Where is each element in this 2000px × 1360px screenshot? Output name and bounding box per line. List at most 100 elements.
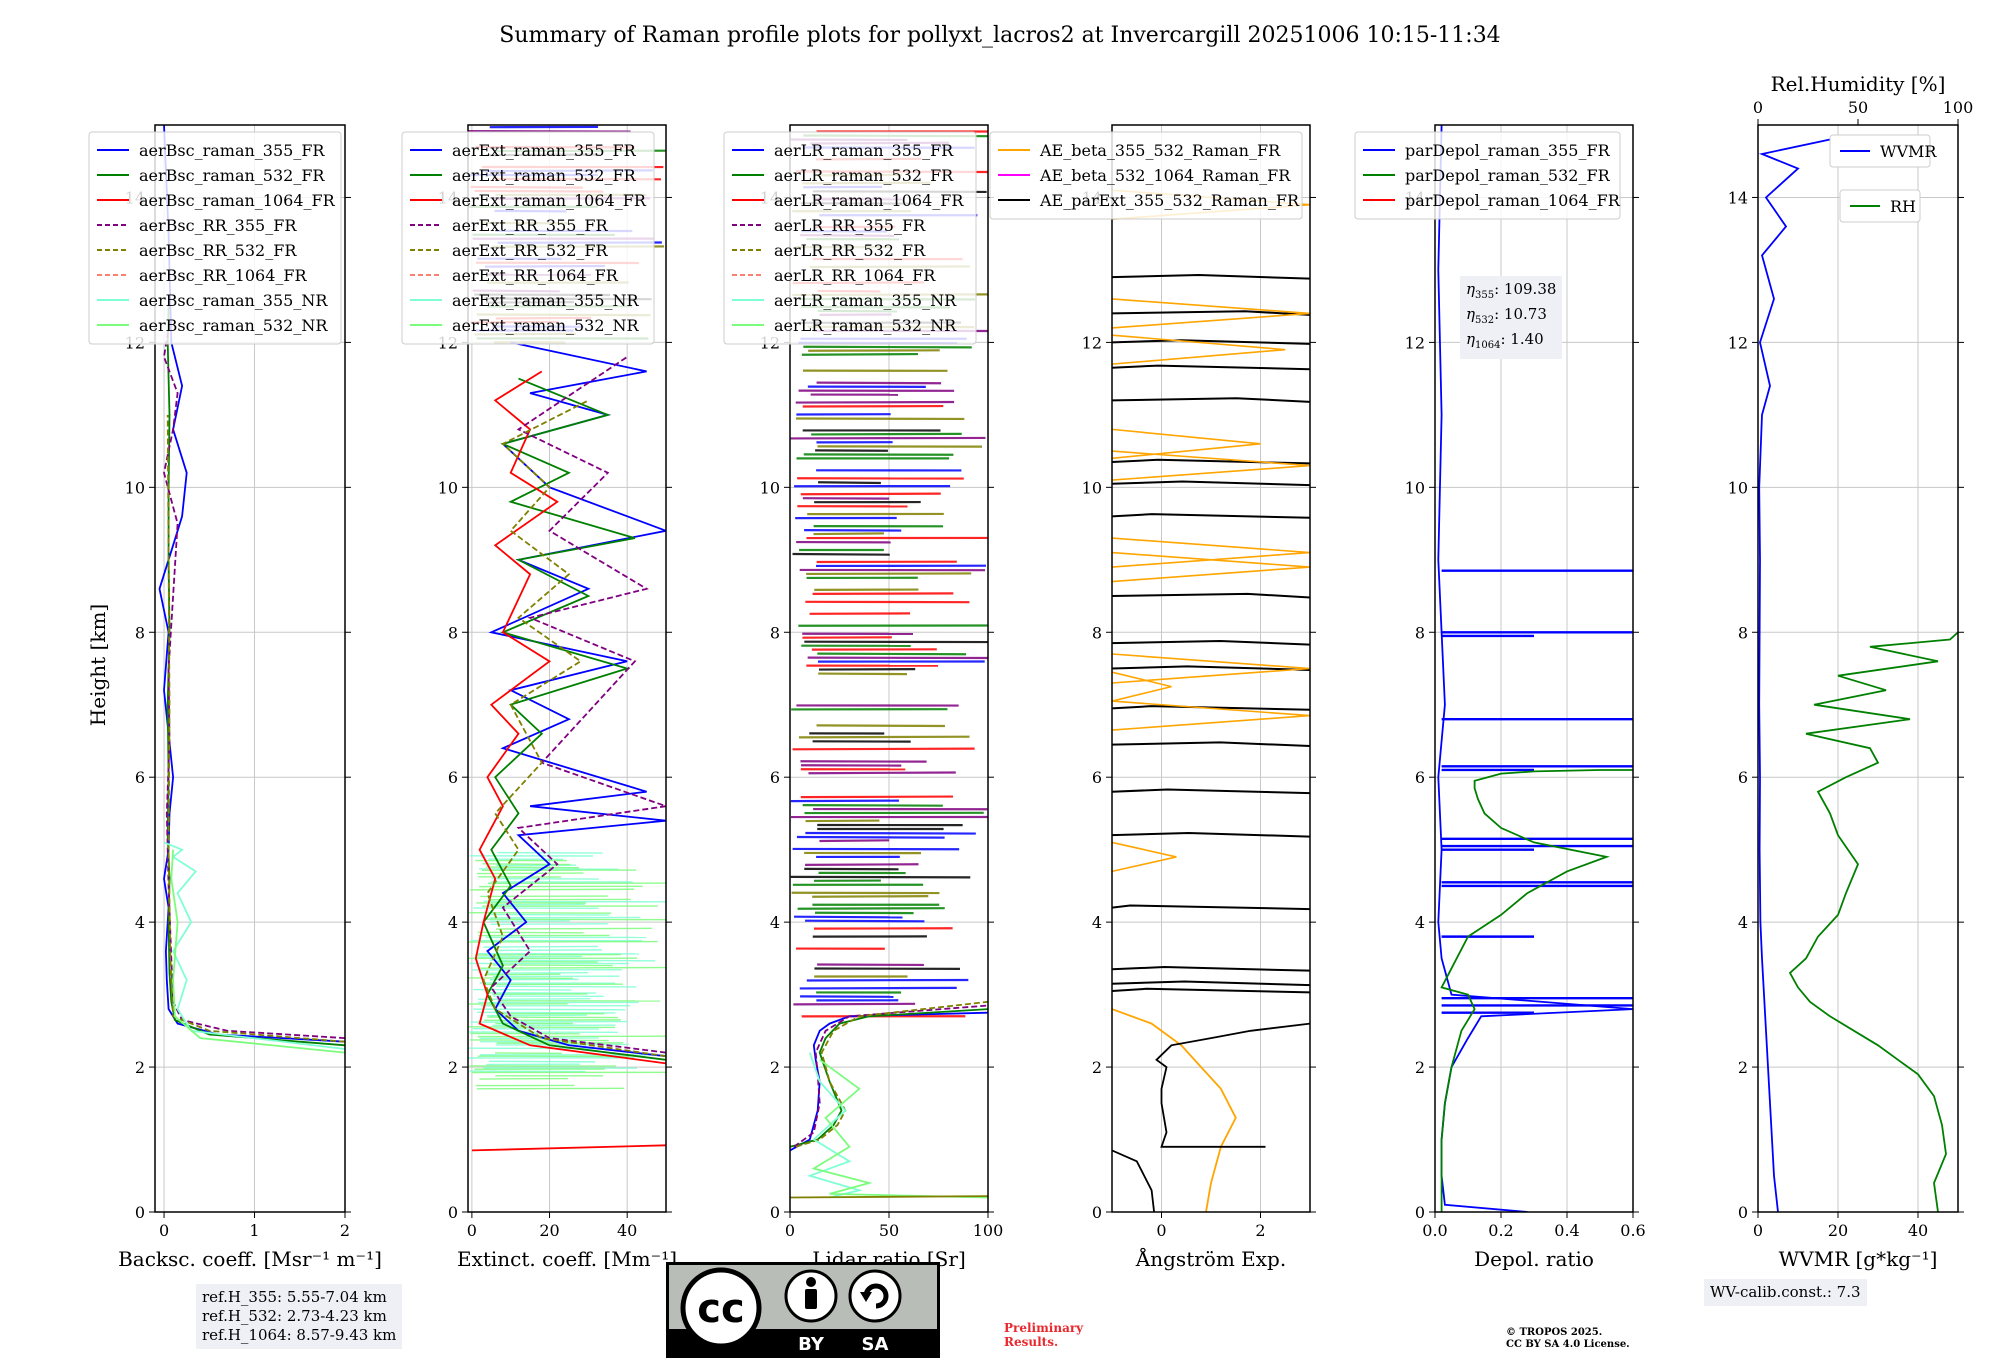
y-tick-label: 8 xyxy=(135,623,145,642)
noise-line xyxy=(797,907,945,910)
noise-line xyxy=(473,1008,626,1011)
noise-line xyxy=(478,997,591,1001)
panels: 01202468101214Backsc. coeff. [Msr⁻¹ m⁻¹]… xyxy=(88,72,1973,1271)
noise-line xyxy=(806,978,969,982)
y-tick-label: 0 xyxy=(1415,1203,1425,1222)
noise-line xyxy=(490,913,610,916)
panel-lr: 05010002468101214Lidar ratio [Sr]aerLR_r… xyxy=(723,124,1003,1271)
legend: aerExt_raman_355_FR aerExt_raman_532_FRae… xyxy=(401,131,655,345)
noise-line xyxy=(477,931,584,934)
series-aerExt_raman_532_FR xyxy=(482,377,666,1061)
noise-line xyxy=(819,839,890,843)
noise-line xyxy=(790,875,971,879)
legend-label-aerExt_raman_532_NR: aerExt_raman_532_NR xyxy=(452,316,640,335)
ae-black-segment-14 xyxy=(1112,397,1310,403)
legend-label-aerLR_raman_532_FR: aerLR_raman_532_FR xyxy=(774,166,954,185)
legend-box xyxy=(88,131,342,345)
x-axis-label: WVMR [g*kg⁻¹] xyxy=(1779,1247,1938,1271)
y-tick-label: 6 xyxy=(770,768,780,787)
series-parDepol_raman_532_FR xyxy=(1440,769,1633,1212)
panel-ext: 0204002468101214Extinct. coeff. [Mm⁻¹]ae… xyxy=(401,124,677,1271)
y-tick-label: 0 xyxy=(1092,1203,1102,1222)
noise-line xyxy=(490,923,608,926)
legend-label-AE_parExt_355_532_Raman_FR: AE_parExt_355_532_Raman_FR xyxy=(1039,191,1300,210)
noise-line xyxy=(794,915,903,919)
plot-frame xyxy=(1111,124,1311,1213)
x-tick-label: 20 xyxy=(1828,1221,1848,1240)
noise-line xyxy=(805,863,919,866)
plot-frame xyxy=(154,124,346,1213)
y-tick-label: 4 xyxy=(1092,913,1102,932)
y-tick-label: 8 xyxy=(1092,623,1102,642)
legend-label-aerBsc_raman_1064_FR: aerBsc_raman_1064_FR xyxy=(139,191,336,210)
ae-orange-segment-2 xyxy=(1112,700,1310,731)
legend-box xyxy=(989,131,1303,220)
top-x-axis-label: Rel.Humidity [%] xyxy=(1771,72,1946,96)
plot-frame xyxy=(1434,124,1634,1213)
ae-black-segment-18 xyxy=(1112,274,1310,280)
series-aerExt_RR_355_FR xyxy=(490,356,666,1054)
legend-label-aerBsc_RR_1064_FR: aerBsc_RR_1064_FR xyxy=(139,266,308,285)
noise-line xyxy=(470,1020,628,1023)
person-icon xyxy=(806,1277,816,1287)
legend-label-WVMR: WVMR xyxy=(1880,142,1937,161)
x-tick-label: 0 xyxy=(785,1221,795,1240)
series-aerBsc_raman_532_FR xyxy=(166,306,345,1047)
y-tick-label: 12 xyxy=(1082,333,1102,352)
y-tick-label: 0 xyxy=(770,1203,780,1222)
series xyxy=(158,125,345,1054)
noise-line xyxy=(496,985,637,988)
noise-line xyxy=(805,919,925,923)
ae-black-segment-1 xyxy=(1112,980,1310,987)
legend-label-aerBsc_RR_532_FR: aerBsc_RR_532_FR xyxy=(139,241,297,260)
legend-label-aerBsc_raman_532_FR: aerBsc_raman_532_FR xyxy=(139,166,325,185)
x-axis-label: Extinct. coeff. [Mm⁻¹] xyxy=(457,1247,677,1271)
noise-line xyxy=(495,927,652,930)
noise-line xyxy=(479,1077,568,1080)
legend-label-aerLR_raman_532_NR: aerLR_raman_532_NR xyxy=(774,316,957,335)
noise-line xyxy=(478,966,666,969)
noise-line xyxy=(796,835,945,839)
series-aerBsc_raman_532_NR xyxy=(170,849,345,1054)
series-aerLR_RR_532_FR xyxy=(795,1000,988,1148)
ae-black-segment-17 xyxy=(1112,310,1310,316)
legend-label-aerLR_RR_532_FR: aerLR_RR_532_FR xyxy=(774,241,926,260)
y-tick-label: 2 xyxy=(1415,1058,1425,1077)
noise-bands xyxy=(1441,569,1633,1014)
x-tick-label: 50 xyxy=(879,1221,899,1240)
ae-black-segment-10 xyxy=(1112,592,1310,599)
legend-label-aerBsc_raman_355_FR: aerBsc_raman_355_FR xyxy=(139,141,325,160)
eta-355: η355: 109.38 xyxy=(1466,280,1557,301)
noise-line xyxy=(808,771,956,775)
series xyxy=(790,1000,988,1199)
x-tick-label: 0.6 xyxy=(1620,1221,1645,1240)
noise-line xyxy=(818,672,907,676)
wv-calib-text: WV-calib.const.: 7.3 xyxy=(1710,1283,1861,1301)
noise-line xyxy=(793,1002,916,1006)
legend-label-parDepol_raman_1064_FR: parDepol_raman_1064_FR xyxy=(1405,191,1621,210)
legend-label-parDepol_raman_355_FR: parDepol_raman_355_FR xyxy=(1405,141,1611,160)
noise-line xyxy=(790,436,986,440)
y-tick-label: 4 xyxy=(770,913,780,932)
x-tick-label: 1 xyxy=(249,1221,259,1240)
y-tick-label: 6 xyxy=(448,768,458,787)
legend-label-aerBsc_raman_355_NR: aerBsc_raman_355_NR xyxy=(139,291,328,310)
ref-heights-box: ref.H_355: 5.55-7.04 km ref.H_532: 2.73-… xyxy=(196,1284,403,1349)
x-tick-label: 40 xyxy=(617,1221,637,1240)
panel-dep: 0.00.20.40.602468101214Depol. ratioparDe… xyxy=(1354,124,1646,1271)
series-aerExt_raman_355_FR xyxy=(486,341,666,1058)
series xyxy=(1112,1008,1310,1212)
x-tick-label: 2 xyxy=(1255,1221,1265,1240)
legend-label-aerLR_raman_1064_FR: aerLR_raman_1064_FR xyxy=(774,191,964,210)
ae-black-segment-0 xyxy=(1112,987,1310,994)
legend-label-aerExt_RR_1064_FR: aerExt_RR_1064_FR xyxy=(452,266,619,285)
y-tick-label: 10 xyxy=(1082,478,1102,497)
by-text: BY xyxy=(798,1334,825,1355)
legend-label-aerLR_RR_355_FR: aerLR_RR_355_FR xyxy=(774,216,926,235)
y-tick-label: 10 xyxy=(1728,478,1748,497)
y-tick-label: 8 xyxy=(1415,623,1425,642)
noise-line xyxy=(492,964,613,967)
noise-line xyxy=(497,851,603,854)
ae-black-segment-8 xyxy=(1112,665,1310,671)
x-tick-label: 0 xyxy=(467,1221,477,1240)
